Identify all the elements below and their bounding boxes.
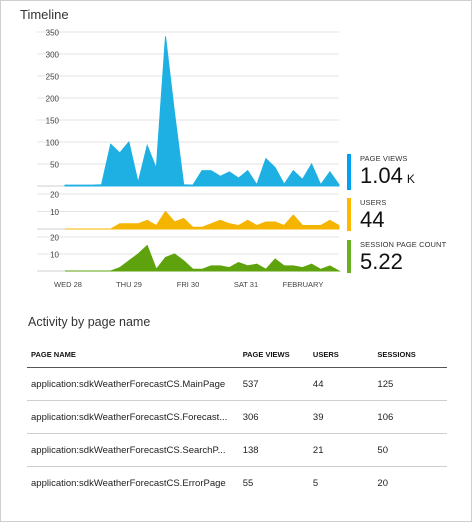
page-views-cell: 55 bbox=[242, 477, 254, 489]
table-row[interactable]: application:sdkWeatherForecastCS.ErrorPa… bbox=[27, 467, 447, 500]
x-tick-label: WED 28 bbox=[54, 280, 82, 289]
page-name-cell: application:sdkWeatherForecastCS.MainPag… bbox=[27, 367, 239, 401]
page-views-cell: 306 bbox=[238, 400, 309, 434]
page-name-cell: application:sdkWeatherForecastCS.Forecas… bbox=[27, 400, 239, 434]
timeline-chart[interactable]: 50 100 150 200 250 300 350 10 20 10 20 WED 28 THU 29… bbox=[1, 1, 474, 301]
users-cell: 5 bbox=[312, 477, 319, 489]
table-row[interactable]: application:sdkWeatherForecastCS.MainPag… bbox=[27, 367, 447, 401]
users-metric[interactable]: USERS 44 bbox=[347, 198, 386, 231]
page-views-metric-value: 1.04 K bbox=[360, 163, 415, 188]
page-views-series-area bbox=[64, 36, 340, 187]
x-tick-label: FEBRUARY bbox=[283, 280, 324, 289]
users-y-tick-label: 10 bbox=[50, 208, 59, 217]
page-views-y-tick-label: 350 bbox=[46, 29, 60, 38]
column-header-users[interactable]: USERS bbox=[308, 341, 374, 368]
x-tick-label: SAT 31 bbox=[234, 280, 258, 289]
page-name-cell: application:sdkWeatherForecastCS.ErrorPa… bbox=[31, 477, 226, 489]
sessions-cell: 50 bbox=[373, 433, 447, 467]
session-page-count-metric[interactable]: SESSION PAGE COUNT 5.22 bbox=[347, 240, 446, 273]
activity-section-title: Activity by page name bbox=[28, 315, 151, 329]
sessions-cell: 20 bbox=[377, 477, 388, 489]
sessions-cell: 106 bbox=[373, 400, 447, 434]
users-metric-label: USERS bbox=[360, 198, 387, 207]
users-cell: 21 bbox=[308, 433, 374, 467]
x-tick-label: FRI 30 bbox=[177, 280, 200, 289]
users-metric-value: 44 bbox=[360, 207, 385, 232]
activity-table-header-row: PAGE NAME PAGE VIEWS USERS SESSIONS bbox=[27, 341, 447, 368]
page-views-y-tick-label: 200 bbox=[46, 95, 60, 104]
page-views-y-tick-label: 250 bbox=[46, 73, 60, 82]
activity-table: PAGE NAME PAGE VIEWS USERS SESSIONS appl… bbox=[27, 341, 447, 499]
table-row[interactable]: application:sdkWeatherForecastCS.SearchP… bbox=[27, 433, 447, 467]
page-views-y-tick-label: 150 bbox=[46, 117, 60, 126]
session-page-count-y-tick-label: 10 bbox=[50, 251, 59, 260]
column-header-sessions[interactable]: SESSIONS bbox=[373, 341, 447, 368]
column-header-page-views[interactable]: PAGE VIEWS bbox=[238, 341, 309, 368]
users-y-tick-label: 20 bbox=[50, 191, 59, 200]
page-views-y-tick-label: 50 bbox=[50, 161, 59, 170]
page-views-cell: 537 bbox=[238, 367, 309, 401]
page-views-y-tick-label: 300 bbox=[46, 51, 60, 60]
page-views-y-tick-label: 100 bbox=[46, 139, 60, 148]
column-header-page-name[interactable]: PAGE NAME bbox=[27, 341, 239, 368]
users-cell: 44 bbox=[308, 367, 374, 401]
session-page-count-y-tick-label: 20 bbox=[50, 234, 59, 243]
page-name-cell: application:sdkWeatherForecastCS.SearchP… bbox=[27, 433, 239, 467]
page-views-metric-label: PAGE VIEWS bbox=[360, 154, 408, 163]
users-series-area bbox=[65, 210, 340, 230]
x-tick-label: THU 29 bbox=[116, 280, 142, 289]
session-page-count-metric-label: SESSION PAGE COUNT bbox=[360, 240, 447, 249]
page-views-metric[interactable]: PAGE VIEWS 1.04 K bbox=[347, 154, 415, 190]
session-page-count-metric-value: 5.22 bbox=[360, 249, 403, 274]
timeline-title: Timeline bbox=[20, 7, 69, 22]
table-row[interactable]: application:sdkWeatherForecastCS.Forecas… bbox=[27, 400, 447, 434]
session-page-count-series-area bbox=[65, 244, 341, 272]
sessions-cell: 125 bbox=[373, 367, 447, 401]
page-views-cell: 138 bbox=[238, 433, 309, 467]
users-cell: 39 bbox=[308, 400, 374, 434]
